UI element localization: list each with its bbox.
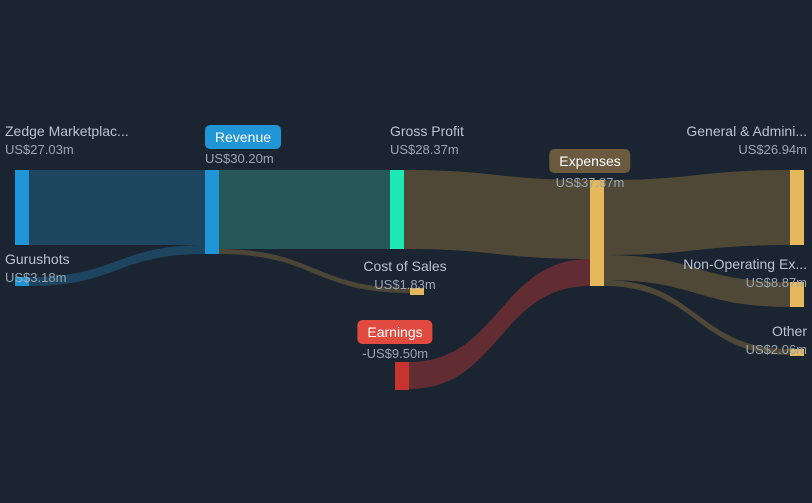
label-zedge: Zedge Marketplac... US$27.03m <box>5 122 129 159</box>
node-zedge[interactable] <box>15 170 29 245</box>
value-revenue: US$30.20m <box>205 151 274 166</box>
node-general[interactable] <box>790 170 804 245</box>
value-gurushots: US$3.18m <box>5 270 66 285</box>
value-nonop: US$8.87m <box>746 275 807 290</box>
flow-revenue-gross[interactable] <box>219 170 390 249</box>
sankey-chart: Zedge Marketplac... US$27.03m Gurushots US$… <box>0 0 812 503</box>
badge-expenses: Expenses <box>549 149 630 173</box>
label-gurushots: Gurushots US$3.18m <box>5 250 70 287</box>
node-expenses[interactable] <box>590 180 604 286</box>
value-earnings: US$9.50m <box>367 346 428 361</box>
label-text-zedge: Zedge Marketplac... <box>5 123 129 139</box>
node-revenue[interactable] <box>205 170 219 254</box>
label-text-gurushots: Gurushots <box>5 251 70 267</box>
value-other: US$2.06m <box>746 342 807 357</box>
value-gross: US$28.37m <box>390 142 459 157</box>
value-expenses: US$37.87m <box>556 175 625 190</box>
node-earnings[interactable] <box>395 362 409 390</box>
badge-earnings: Earnings <box>357 320 432 344</box>
label-text-general: General & Admini... <box>686 123 807 139</box>
label-other: Other US$2.06m <box>746 322 807 359</box>
label-text-gross: Gross Profit <box>390 123 464 139</box>
flow-zedge-revenue[interactable] <box>29 170 205 245</box>
value-cost: US$1.83m <box>374 277 435 292</box>
label-revenue: Revenue US$30.20m <box>205 125 281 168</box>
node-gross[interactable] <box>390 170 404 249</box>
value-zedge: US$27.03m <box>5 142 74 157</box>
value-general: US$26.94m <box>738 142 807 157</box>
label-gross: Gross Profit US$28.37m <box>390 122 464 159</box>
label-text-nonop: Non-Operating Ex... <box>683 256 807 272</box>
flow-expenses-general[interactable] <box>604 170 790 255</box>
label-nonop: Non-Operating Ex... US$8.87m <box>683 255 807 292</box>
badge-revenue: Revenue <box>205 125 281 149</box>
label-earnings: Earnings-US$9.50m <box>357 320 432 363</box>
label-text-other: Other <box>772 323 807 339</box>
sankey-svg <box>0 0 812 503</box>
label-cost: Cost of Sales US$1.83m <box>363 257 446 294</box>
label-general: General & Admini... US$26.94m <box>686 122 807 159</box>
label-text-cost: Cost of Sales <box>363 258 446 274</box>
label-expenses: Expenses US$37.87m <box>549 149 630 192</box>
